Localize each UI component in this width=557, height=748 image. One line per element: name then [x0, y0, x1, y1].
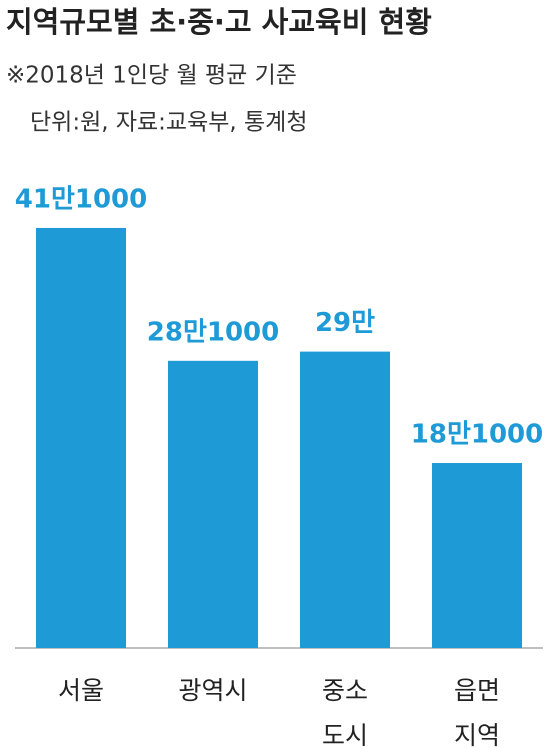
bar — [36, 227, 126, 648]
x-tick-label: 읍면 지역 — [453, 676, 500, 748]
bar — [168, 360, 258, 648]
x-tick-label: 중소 도시 — [321, 676, 368, 748]
x-tick-label: 광역시 — [178, 676, 248, 705]
source: 단위:원, 자료:교육부, 통계청 — [30, 110, 308, 136]
value-label: 41만1000 — [15, 184, 147, 214]
bar — [300, 351, 390, 648]
subtitle: ※2018년 1인당 월 평균 기준 — [6, 63, 297, 89]
value-label: 28만1000 — [147, 317, 279, 347]
x-tick-label: 서울 — [57, 676, 104, 705]
bar — [432, 463, 522, 648]
chart-title: 지역규모별 초·중·고 사교육비 현황 — [6, 5, 432, 39]
value-label: 18만1000 — [411, 420, 543, 450]
value-label: 29만 — [315, 308, 375, 338]
